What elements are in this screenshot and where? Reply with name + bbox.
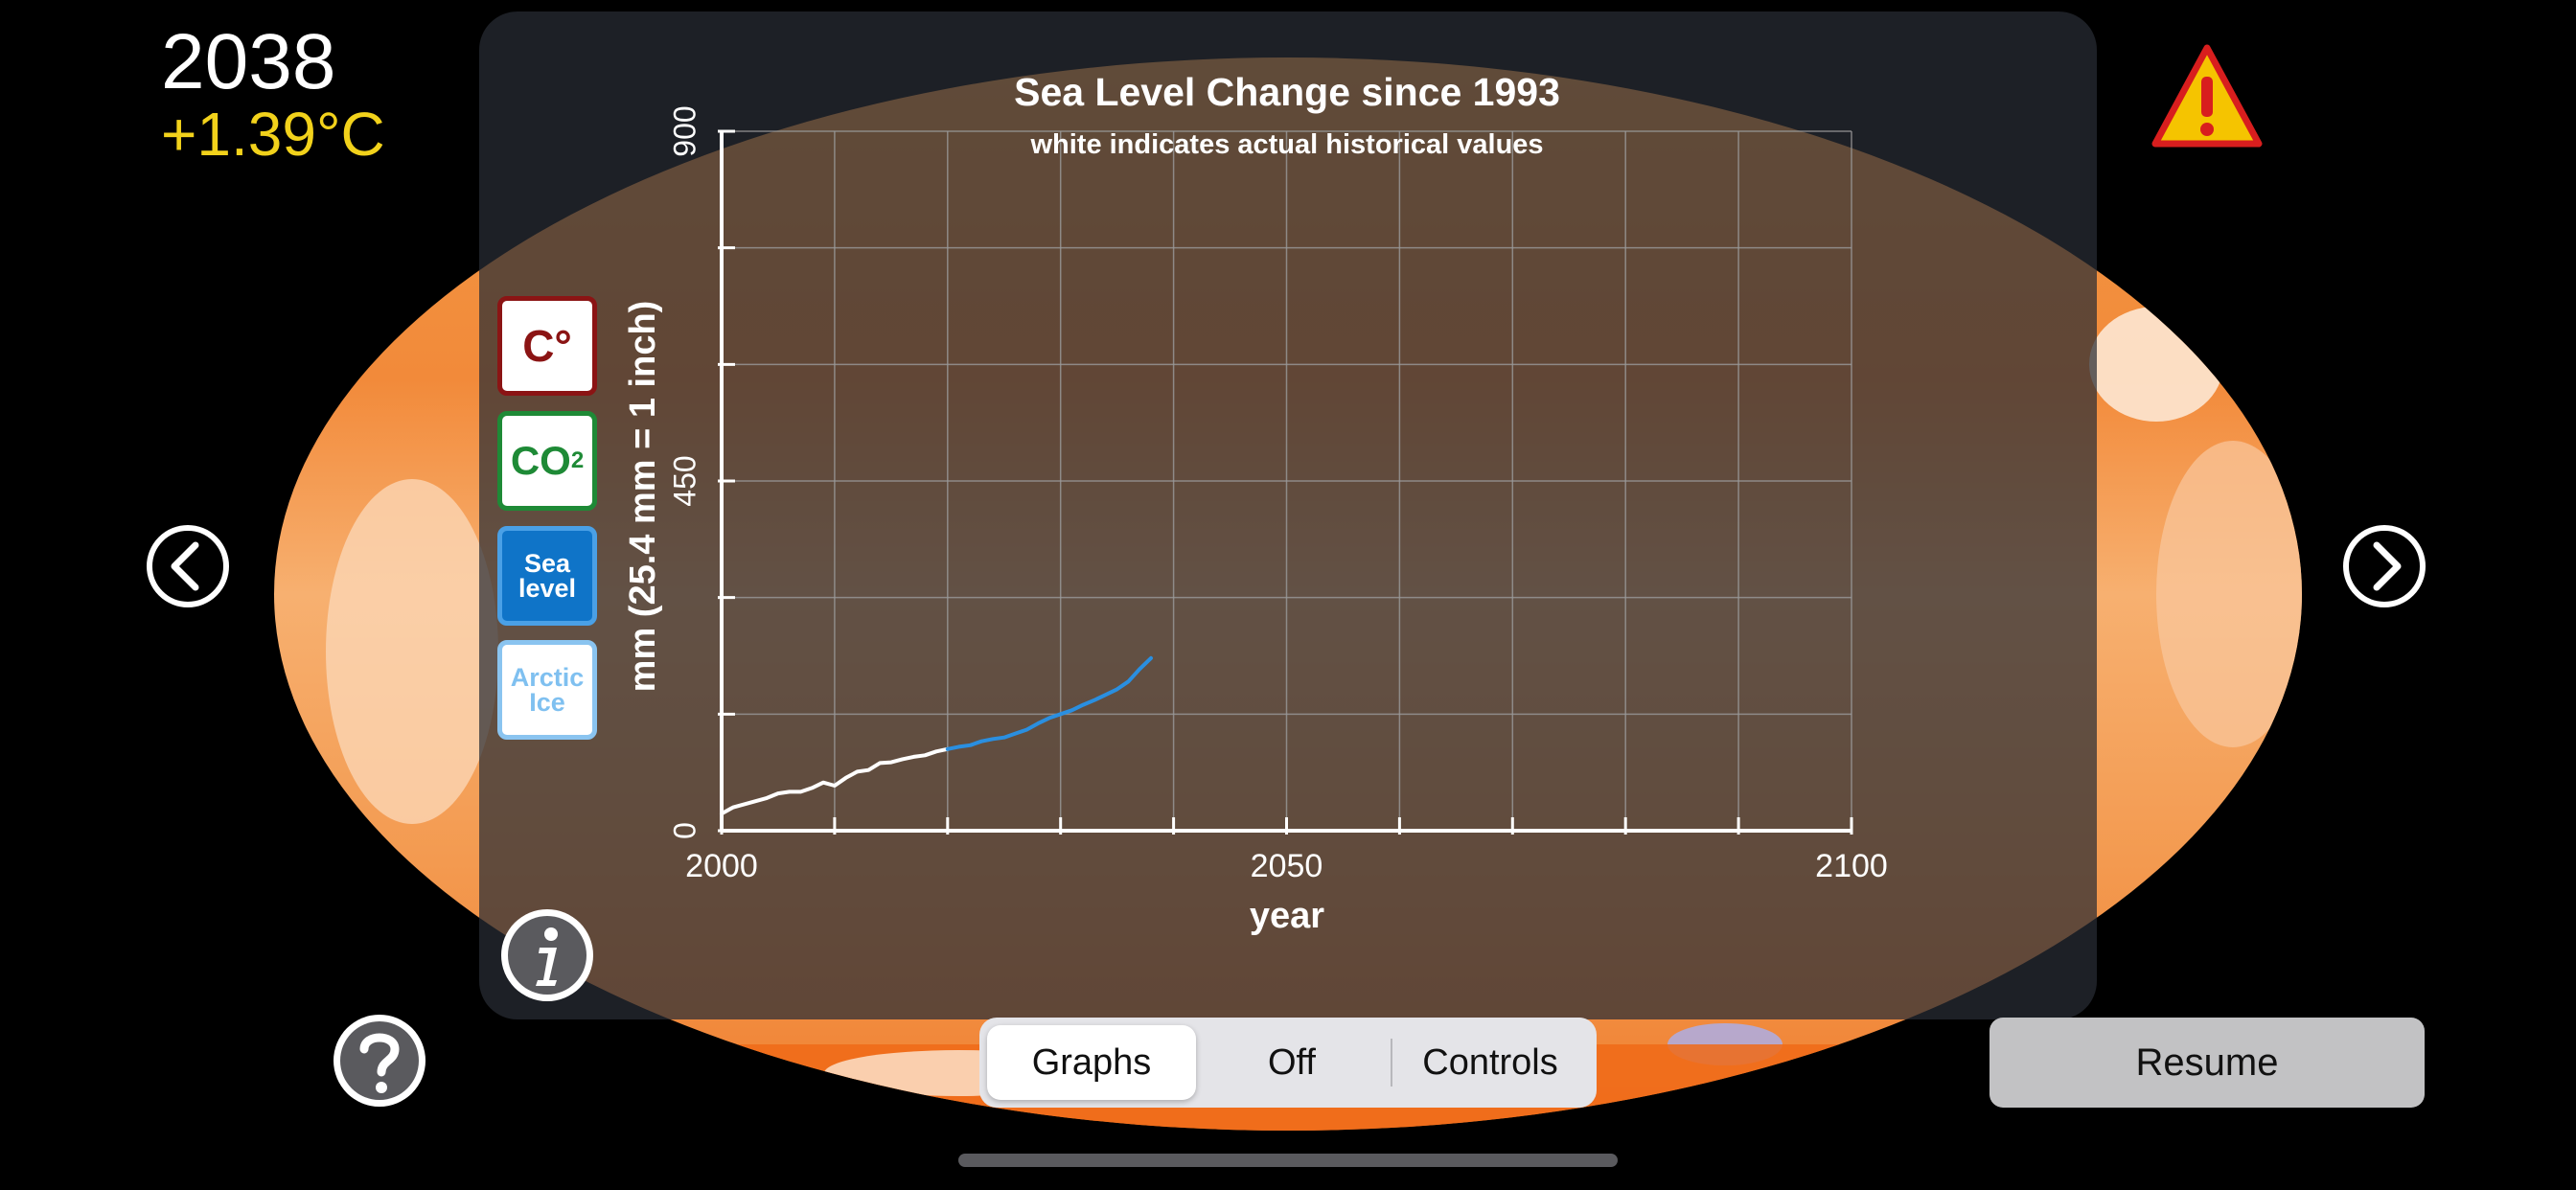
x-tick-label: 2050: [1251, 848, 1323, 884]
projection-series-line: [945, 655, 1153, 751]
co2-label: CO: [510, 438, 571, 483]
x-tick-label: 2100: [1815, 848, 1888, 884]
y-axis-label: mm (25.4 mm = 1 inch): [623, 301, 663, 693]
chevron-left-icon[interactable]: [144, 522, 232, 610]
chart-grid: [721, 130, 1852, 832]
sea-level-label-line1: Sea: [523, 549, 571, 578]
chart-subtitle: white indicates actual historical values: [1029, 129, 1543, 160]
sea-level-chart: 2000 2050 2100 0 450 900 Sea Level Change sin…: [623, 70, 1888, 936]
sea-level-data-button[interactable]: Sea level: [497, 526, 597, 626]
warning-triangle-icon[interactable]: [2151, 42, 2263, 153]
y-tick-label: 0: [667, 822, 702, 839]
y-tick-label: 450: [667, 455, 702, 506]
chart-title: Sea Level Change since 1993: [1014, 70, 1560, 114]
chevron-right-icon[interactable]: [2340, 522, 2428, 610]
temperature-readout: +1.39°C: [161, 100, 385, 169]
arctic-ice-data-button[interactable]: Arctic Ice: [497, 640, 597, 740]
x-axis-label: year: [1250, 896, 1324, 936]
segment-graphs[interactable]: Graphs: [987, 1025, 1196, 1100]
historical-series-line: [720, 746, 950, 816]
info-icon[interactable]: [497, 905, 597, 1005]
sea-level-label-line2: level: [518, 574, 577, 603]
segment-off[interactable]: Off: [1268, 1041, 1316, 1083]
co2-data-button[interactable]: CO 2: [497, 411, 597, 511]
y-tick-label: 900: [667, 105, 702, 156]
question-icon[interactable]: [330, 1011, 429, 1110]
view-mode-segmented-control[interactable]: Graphs Off Controls: [979, 1018, 1597, 1108]
x-tick-label: 2000: [685, 848, 758, 884]
arctic-ice-label-line2: Ice: [529, 688, 565, 717]
segment-divider: [1391, 1039, 1392, 1087]
chart-axes: 2000 2050 2100 0 450 900: [667, 105, 1887, 884]
graph-panel: 2000 2050 2100 0 450 900 Sea Level Change sin…: [479, 11, 2097, 1019]
resume-button[interactable]: Resume: [1990, 1018, 2425, 1108]
temperature-data-button[interactable]: C°: [497, 296, 597, 396]
chart-lines: [720, 655, 1153, 816]
co2-subscript: 2: [570, 447, 585, 473]
year-readout: 2038: [161, 18, 336, 105]
arctic-ice-label-line1: Arctic: [510, 663, 585, 692]
segment-controls[interactable]: Controls: [1422, 1041, 1558, 1083]
home-indicator: [958, 1154, 1618, 1167]
